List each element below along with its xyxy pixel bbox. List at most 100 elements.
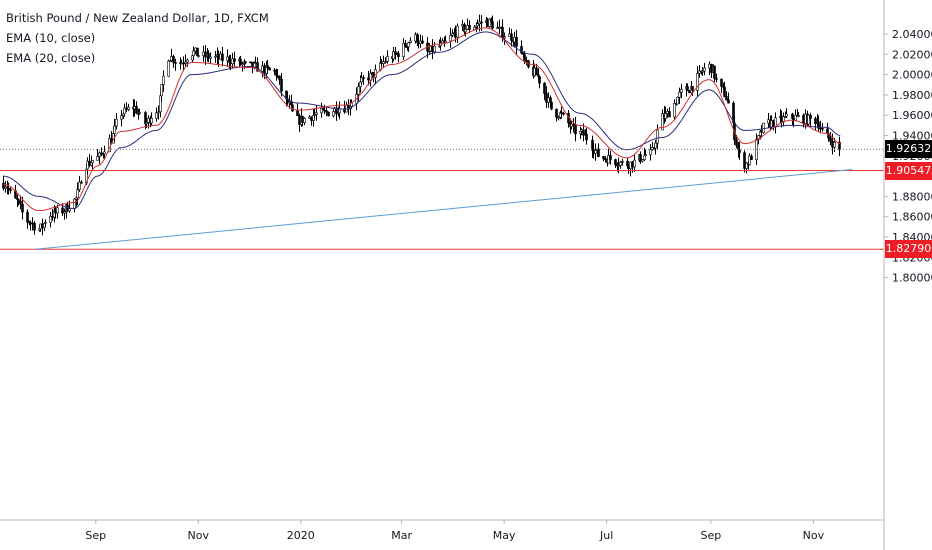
candle-body bbox=[750, 155, 753, 160]
time-axis[interactable]: Sep Nov 2020 Mar May Jul Sep Nov bbox=[85, 520, 825, 542]
candle-body bbox=[315, 112, 318, 115]
plot-area[interactable] bbox=[0, 14, 884, 250]
candle-body bbox=[691, 86, 694, 91]
ema20-line[interactable] bbox=[3, 31, 841, 210]
candle-body bbox=[256, 62, 259, 72]
candle-body bbox=[68, 208, 71, 212]
candle-body bbox=[239, 58, 242, 65]
candle-body bbox=[392, 51, 395, 60]
candle-body bbox=[609, 155, 612, 160]
candle-body bbox=[17, 199, 20, 202]
last-price-label: 1.92632 bbox=[885, 140, 932, 159]
candle-body bbox=[167, 60, 170, 77]
candle-body bbox=[100, 152, 103, 155]
candle-body bbox=[160, 84, 163, 97]
candle-body bbox=[743, 152, 746, 169]
candle-body bbox=[145, 122, 148, 125]
candle-body bbox=[473, 26, 476, 30]
candle-body bbox=[88, 160, 91, 166]
candle-body bbox=[103, 151, 106, 155]
ema10-line[interactable] bbox=[3, 27, 841, 212]
candle-body bbox=[241, 63, 244, 65]
candle-body bbox=[278, 75, 281, 80]
ema20-legend-item[interactable]: EMA (20, close) bbox=[6, 51, 96, 65]
candle-body bbox=[468, 24, 471, 30]
candle-body bbox=[797, 115, 800, 117]
candle-body bbox=[332, 111, 335, 117]
candle-body bbox=[21, 203, 24, 213]
candle-body bbox=[76, 189, 79, 199]
candle-body bbox=[562, 112, 565, 115]
candle-body bbox=[480, 21, 483, 24]
candle-body bbox=[585, 133, 588, 141]
candle-body bbox=[725, 96, 728, 101]
candle-body bbox=[207, 53, 210, 59]
candle-body bbox=[641, 159, 644, 162]
candle-body bbox=[639, 154, 642, 162]
candle-body bbox=[150, 117, 153, 124]
candle-body bbox=[409, 40, 412, 44]
candle-body bbox=[523, 54, 526, 61]
candle-body bbox=[138, 112, 141, 114]
candle-body bbox=[696, 73, 699, 91]
candle-body bbox=[723, 86, 726, 97]
candle-body bbox=[817, 121, 820, 129]
candle-body bbox=[98, 152, 101, 157]
time-tick-label: Sep bbox=[700, 529, 721, 542]
candle-body bbox=[821, 127, 824, 130]
candle-body bbox=[748, 155, 751, 165]
time-tick-label: Mar bbox=[391, 529, 412, 542]
time-tick-label: Sep bbox=[85, 529, 106, 542]
candle-body bbox=[654, 142, 657, 149]
candle-body bbox=[172, 56, 175, 63]
ema10-legend-item[interactable]: EMA (10, close) bbox=[6, 31, 96, 45]
price-tick-label: 1.80000 bbox=[892, 272, 932, 285]
candle-body bbox=[362, 77, 365, 79]
symbol-title[interactable]: British Pound / New Zealand Dollar, 1D, … bbox=[6, 11, 269, 25]
candle-body bbox=[197, 55, 200, 57]
candle-body bbox=[44, 222, 47, 224]
candle-body bbox=[449, 35, 452, 42]
candle-body bbox=[713, 65, 716, 79]
price-tick-label: 1.98000 bbox=[892, 89, 932, 102]
candle-body bbox=[782, 116, 785, 122]
candle-body bbox=[555, 108, 558, 118]
candle-body bbox=[488, 18, 491, 27]
candle-body bbox=[703, 67, 706, 72]
candle-body bbox=[192, 50, 195, 56]
candle-body bbox=[503, 36, 506, 39]
candle-body bbox=[19, 200, 22, 205]
candle-body bbox=[214, 55, 217, 58]
candle-body bbox=[2, 182, 5, 189]
candle-body bbox=[838, 141, 841, 150]
price-tick-label: 1.94000 bbox=[892, 130, 932, 143]
candle-body bbox=[826, 128, 829, 134]
candle-body bbox=[155, 112, 158, 119]
candle-body bbox=[668, 111, 671, 118]
candle-body bbox=[384, 61, 387, 63]
candle-body bbox=[221, 53, 224, 61]
candle-body bbox=[268, 67, 271, 71]
candle-body bbox=[686, 86, 689, 92]
candle-body bbox=[444, 40, 447, 43]
candle-body bbox=[678, 91, 681, 98]
candle-body bbox=[233, 58, 236, 62]
candle-body bbox=[549, 97, 552, 103]
candle-body bbox=[91, 160, 94, 164]
candle-body bbox=[303, 118, 306, 123]
candle-body bbox=[649, 149, 652, 156]
candle-body bbox=[582, 129, 585, 136]
candle-body bbox=[421, 40, 424, 44]
candle-body bbox=[433, 45, 436, 53]
candle-body bbox=[325, 110, 328, 113]
candle-body bbox=[125, 107, 128, 110]
candle-body bbox=[814, 118, 817, 125]
candle-body bbox=[280, 78, 283, 92]
candle-body bbox=[407, 42, 410, 48]
time-tick-label: Jul bbox=[599, 529, 613, 542]
ascending-trendline[interactable] bbox=[35, 169, 853, 250]
candle-body bbox=[313, 114, 316, 116]
time-tick-label: Nov bbox=[188, 529, 210, 542]
candle-body bbox=[78, 181, 81, 190]
